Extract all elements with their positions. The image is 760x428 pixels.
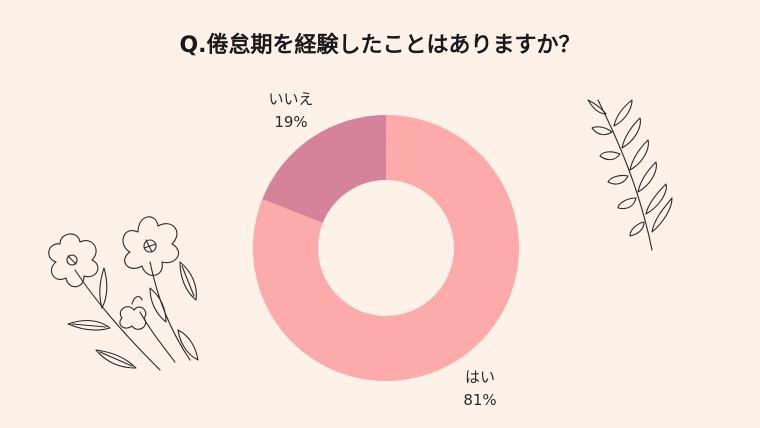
slice-labels: はい 81% いいえ 19% — [268, 90, 496, 409]
slice-label: はい — [465, 368, 495, 386]
slice-value-label: 19% — [274, 113, 307, 131]
pie-slice — [262, 115, 386, 223]
slice-label: いいえ — [268, 90, 313, 108]
leaf-sprig-line-drawing-icon — [587, 99, 673, 251]
pie-slice — [252, 115, 519, 381]
chart-title: Q.倦怠期を経験したことはありますか？ — [179, 32, 580, 58]
donut-chart — [252, 115, 519, 381]
flower-line-drawing-icon — [48, 216, 199, 371]
slice-value-label: 81% — [463, 391, 496, 409]
